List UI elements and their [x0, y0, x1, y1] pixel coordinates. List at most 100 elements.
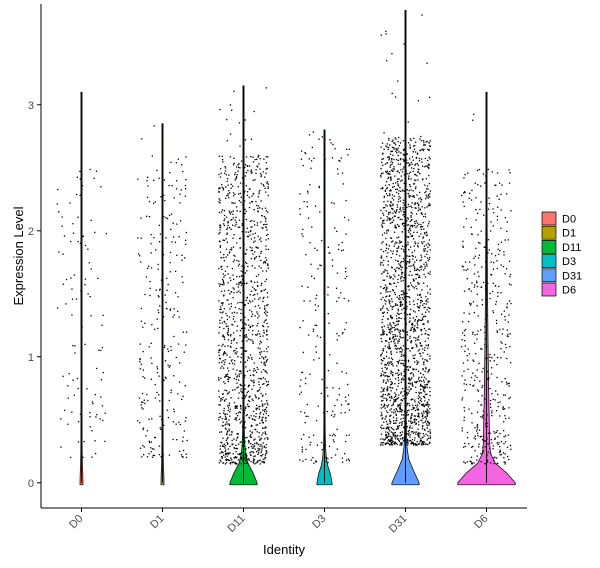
data-point [404, 343, 406, 345]
data-point [400, 381, 402, 384]
data-point [392, 139, 394, 141]
data-point [407, 236, 409, 238]
data-point [429, 271, 431, 273]
data-point [400, 399, 402, 401]
data-point [381, 424, 383, 426]
data-point [229, 445, 231, 448]
data-point [313, 157, 315, 160]
data-point [396, 348, 398, 350]
data-point [484, 288, 487, 290]
data-point [321, 449, 323, 451]
data-point [337, 248, 340, 251]
data-point [461, 321, 464, 323]
data-point [411, 414, 413, 417]
x-tick-label: D3 [310, 513, 328, 531]
data-point [410, 235, 412, 237]
data-point [225, 423, 227, 425]
data-point [480, 185, 482, 187]
data-point [262, 413, 265, 415]
data-point [158, 296, 160, 298]
data-point [394, 431, 396, 434]
data-point [226, 228, 228, 230]
data-point [401, 189, 404, 191]
data-point [426, 206, 428, 208]
data-point [393, 400, 396, 402]
data-point [400, 169, 402, 171]
data-point [238, 193, 240, 195]
data-point [150, 243, 152, 245]
data-point [429, 328, 431, 330]
data-point [410, 378, 412, 380]
data-point [489, 432, 491, 434]
data-point [394, 335, 396, 338]
data-point [405, 397, 407, 399]
data-point [257, 459, 259, 462]
data-point [389, 303, 391, 305]
data-point [267, 233, 269, 236]
data-point [393, 340, 395, 343]
data-point [396, 251, 398, 253]
data-point [263, 350, 265, 353]
data-point [249, 435, 251, 437]
data-point [232, 195, 235, 197]
data-point [236, 291, 238, 293]
data-point [421, 213, 423, 215]
data-point [238, 226, 241, 228]
data-point [264, 307, 266, 309]
data-point [303, 433, 305, 436]
data-point [318, 186, 321, 189]
data-point [234, 389, 236, 391]
data-point [384, 269, 386, 271]
data-point [267, 326, 269, 328]
data-point [505, 268, 508, 270]
data-point [169, 308, 172, 310]
data-point [255, 462, 257, 464]
data-point [335, 287, 338, 289]
data-point [400, 290, 403, 292]
data-point [391, 150, 393, 152]
data-point [156, 318, 158, 320]
data-point [411, 202, 413, 204]
data-point [246, 370, 249, 373]
data-point [264, 262, 267, 264]
data-point [417, 281, 419, 284]
data-point [218, 396, 220, 398]
data-point [461, 427, 463, 429]
data-point [100, 349, 102, 352]
data-point [230, 219, 232, 221]
data-point [157, 309, 159, 311]
data-point [385, 243, 388, 245]
data-point [390, 327, 392, 329]
data-point [384, 407, 386, 409]
data-point [254, 369, 256, 372]
data-point [236, 276, 238, 278]
data-point [236, 456, 238, 458]
data-point [245, 210, 247, 212]
data-point [163, 379, 165, 381]
data-point [421, 148, 423, 150]
data-point [150, 451, 152, 453]
data-point [331, 265, 334, 267]
data-point [491, 253, 493, 255]
data-point [417, 401, 420, 403]
data-point [256, 424, 259, 426]
data-point [427, 320, 429, 322]
data-point [247, 235, 250, 238]
data-point [470, 290, 472, 292]
data-point [406, 391, 408, 394]
data-point [74, 345, 76, 347]
data-point [303, 300, 305, 302]
data-point [92, 402, 94, 405]
data-point [393, 432, 395, 434]
data-point [405, 368, 407, 371]
data-point [394, 175, 396, 177]
data-point [407, 229, 410, 232]
data-point [384, 189, 387, 191]
data-point [236, 387, 238, 389]
data-point [393, 148, 395, 150]
data-point [218, 190, 220, 193]
y-tick-label: 0 [28, 478, 34, 490]
data-point [249, 369, 251, 371]
data-point [474, 284, 476, 286]
data-point [244, 427, 247, 429]
